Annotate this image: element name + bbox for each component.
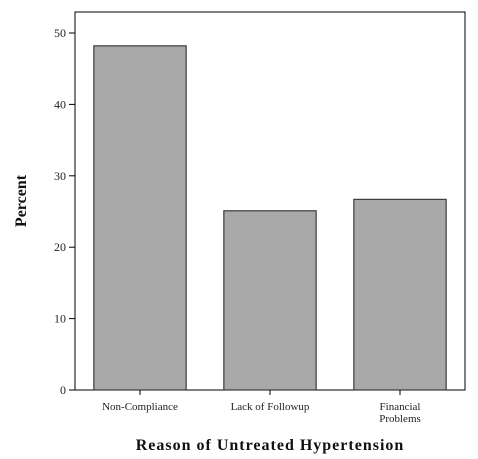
x-tick-label-line: Non-Compliance: [102, 401, 178, 413]
y-tick-label: 30: [54, 169, 66, 183]
y-axis-title: Percent: [13, 174, 30, 227]
bar: [93, 45, 187, 391]
bar: [353, 198, 447, 391]
y-axis: 0 10 20 30 40 50: [54, 26, 75, 397]
y-tick-label: 0: [60, 383, 66, 397]
y-tick-label: 20: [54, 240, 66, 254]
y-tick-label: 10: [54, 312, 66, 326]
bar: [223, 210, 317, 391]
x-axis-title: Reason of Untreated Hypertension: [136, 437, 405, 454]
y-tick-label: 40: [54, 97, 66, 111]
x-tick-label-line: Lack of Followup: [231, 401, 310, 413]
x-tick-label: Financial Problems: [379, 401, 421, 425]
y-tick-label: 50: [54, 26, 66, 40]
x-tick-label: Non-Compliance: [102, 401, 178, 413]
x-tick-label-line: Problems: [379, 413, 421, 425]
x-tick-label: Lack of Followup: [231, 401, 310, 413]
x-tick-label-line: Financial: [380, 401, 421, 413]
x-axis: Non-Compliance Lack of Followup Financial P…: [102, 390, 421, 425]
bars-group: [93, 45, 447, 391]
